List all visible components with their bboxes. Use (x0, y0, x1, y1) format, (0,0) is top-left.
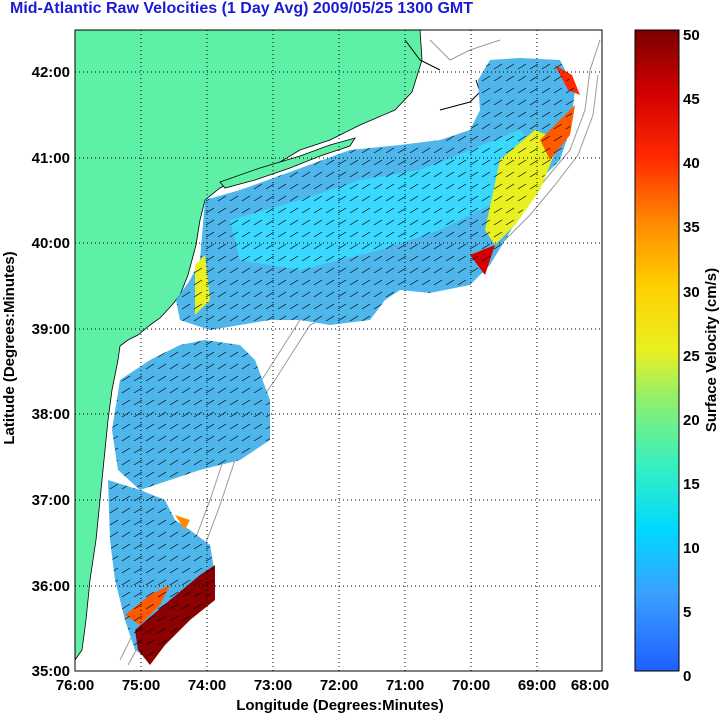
y-axis-label: Latitude (Degrees:Minutes) (1, 251, 18, 444)
y-tick: 39:00 (32, 321, 70, 338)
x-tick: 73:00 (254, 677, 292, 694)
x-tick: 75:00 (122, 677, 160, 694)
x-tick: 72:00 (320, 677, 358, 694)
y-tick: 37:00 (32, 492, 70, 509)
y-tick: 41:00 (32, 150, 70, 167)
speed-patch-orange-south (175, 515, 190, 530)
colorbar-label: Surface Velocity (cm/s) (703, 268, 720, 432)
x-tick: 76:00 (56, 677, 94, 694)
map-title: Mid-Atlantic Raw Velocities (1 Day Avg) … (10, 0, 473, 17)
x-tick: 74:00 (188, 677, 226, 694)
y-tick: 40:00 (32, 235, 70, 252)
x-tick: 68:00 (571, 677, 609, 694)
colorbar-tick: 10 (683, 540, 700, 557)
x-axis-label: Longitude (Degrees:Minutes) (236, 697, 444, 714)
y-tick: 35:00 (32, 663, 70, 680)
colorbar-ticks: 0 5 10 15 20 25 30 35 40 45 50 (683, 27, 700, 685)
long-island (219, 137, 356, 189)
y-tick: 38:00 (32, 406, 70, 423)
colorbar-tick: 5 (683, 604, 691, 621)
colorbar-tick: 25 (683, 348, 700, 365)
colorbar-tick: 50 (683, 27, 700, 44)
y-tick: 36:00 (32, 578, 70, 595)
velocity-field (108, 58, 580, 665)
y-tick: 42:00 (32, 64, 70, 81)
x-tick: 71:00 (386, 677, 424, 694)
velocity-arrows (108, 58, 575, 660)
map-frame (74, 29, 603, 672)
cape-cod (404, 39, 481, 111)
x-tick: 69:00 (518, 677, 556, 694)
x-tick: 70:00 (452, 677, 490, 694)
map-grid (75, 30, 602, 671)
colorbar-tick: 0 (683, 668, 691, 685)
colorbar-tick: 30 (683, 284, 700, 301)
x-axis-ticks: 76:00 75:00 74:00 73:00 72:00 71:00 70:0… (56, 677, 609, 694)
colorbar-tick: 40 (683, 155, 700, 172)
colorbar-tick: 20 (683, 412, 700, 429)
colorbar (634, 29, 680, 672)
land-mass (75, 30, 423, 661)
colorbar-tick: 15 (683, 476, 700, 493)
colorbar-tick: 35 (683, 219, 700, 236)
colorbar-tick: 45 (683, 91, 700, 108)
y-axis-ticks: 35:00 36:00 37:00 38:00 39:00 40:00 41:0… (32, 64, 70, 680)
